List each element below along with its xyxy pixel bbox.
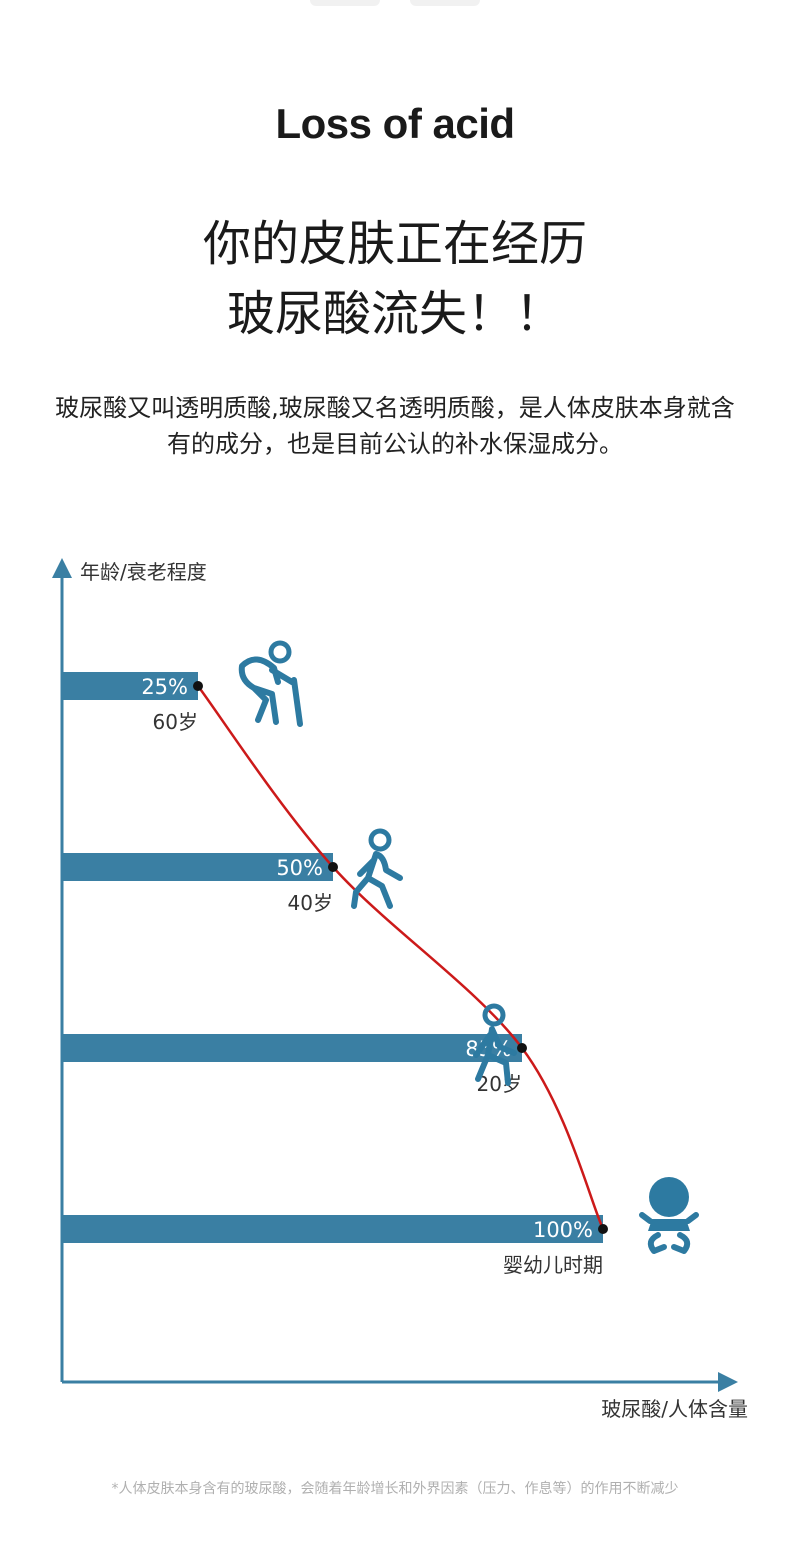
page-title: Loss of acid [275, 100, 515, 147]
intro-paragraph: 玻尿酸又叫透明质酸,玻尿酸又名透明质酸，是人体皮肤本身就含有的成分，也是目前公认… [55, 394, 735, 458]
bar-value-label: 50% [276, 856, 323, 880]
bar [63, 1034, 522, 1062]
bar-value-label: 25% [141, 675, 188, 699]
bar-category-label: 60岁 [153, 710, 198, 734]
top-decoration [300, 0, 490, 10]
hyaluronic-acid-chart: 年龄/衰老程度玻尿酸/人体含量25%60岁50%40岁85%20岁100%婴幼儿… [52, 558, 748, 1421]
x-axis-arrow [718, 1372, 738, 1392]
headline-line-1: 你的皮肤正在经历 [202, 216, 587, 272]
data-point [328, 862, 338, 872]
bar-category-label: 婴幼儿时期 [503, 1253, 603, 1277]
footnote: *人体皮肤本身含有的玻尿酸，会随着年龄增长和外界因素（压力、作息等）的作用不断减… [111, 1481, 679, 1497]
y-axis-arrow [52, 558, 72, 578]
bar [63, 853, 333, 881]
headline-line-2: 玻尿酸流失！！ [226, 286, 563, 342]
walking-youth-icon [473, 1003, 517, 1086]
bar [63, 1215, 603, 1243]
data-point [193, 681, 203, 691]
x-axis-label: 玻尿酸/人体含量 [601, 1397, 748, 1421]
data-point [517, 1043, 527, 1053]
data-point [598, 1224, 608, 1234]
baby-icon [639, 1177, 699, 1254]
y-axis-label: 年龄/衰老程度 [80, 560, 207, 584]
elderly-with-cane-icon [238, 640, 303, 727]
bar-category-label: 20岁 [477, 1072, 522, 1096]
trend-curve [196, 685, 605, 1230]
bar [63, 672, 198, 700]
bar-category-label: 40岁 [288, 891, 333, 915]
walking-adult-icon [351, 828, 403, 909]
bar-value-label: 100% [533, 1218, 593, 1242]
